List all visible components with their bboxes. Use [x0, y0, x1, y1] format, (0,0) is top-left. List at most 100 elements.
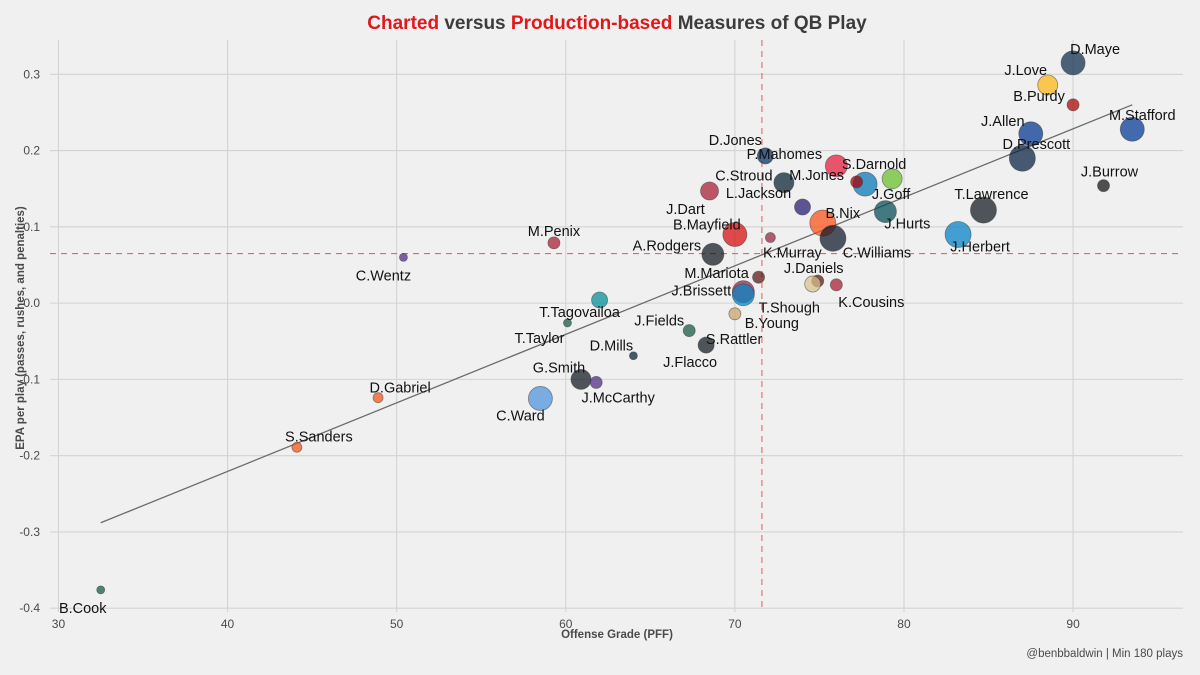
point-j-dart [700, 181, 719, 201]
label-b-purdy: B.Purdy [1013, 89, 1065, 105]
y-tick-label: 0.0 [23, 296, 40, 310]
data-points [96, 50, 1145, 595]
label-c-stroud: C.Stroud [715, 169, 772, 185]
x-tick-label: 90 [1066, 617, 1080, 631]
label-t-taylor: T.Taylor [514, 331, 564, 347]
trend-line [100, 104, 1133, 524]
label-t-shough: T.Shough [759, 301, 820, 317]
label-j-herbert: J.Herbert [950, 239, 1010, 255]
point-t-taylor [563, 318, 572, 328]
point-b-mayfield [722, 222, 748, 247]
point-d-prescott [1008, 144, 1036, 172]
x-tick-label: 30 [52, 617, 66, 631]
point-j-mccarthy [589, 376, 603, 389]
point-b-cook [96, 585, 106, 595]
point-c-ward [528, 386, 553, 411]
label-g-smith: G.Smith [533, 360, 585, 376]
label-s-sanders: S.Sanders [285, 429, 353, 445]
label-a-rodgers: A.Rodgers [633, 238, 702, 254]
point-d-maye [1060, 50, 1086, 76]
point-t-shough [731, 283, 755, 307]
y-tick-label: 0.3 [23, 67, 40, 81]
point-d-jones [756, 147, 774, 165]
chart-title: Charted versus Production-based Measures… [367, 13, 867, 34]
label-j-fields: J.Fields [634, 314, 684, 330]
y-tick-label: -0.3 [19, 525, 40, 539]
gridlines [50, 40, 1183, 612]
y-tick-label: 0.1 [23, 220, 40, 234]
title-part-measures: Measures of QB Play [672, 13, 867, 34]
trend-line-group [100, 104, 1133, 524]
title-part-versus: versus [439, 13, 511, 34]
point-j-burrow [1097, 179, 1110, 193]
label-b-nix: B.Nix [825, 206, 860, 222]
x-tick-label: 70 [728, 617, 742, 631]
label-d-gabriel: D.Gabriel [369, 381, 430, 397]
title-part-charted: Charted [367, 13, 439, 34]
y-tick-label: -0.2 [19, 449, 40, 463]
point-j-herbert [944, 221, 972, 248]
x-tick-label: 60 [559, 617, 573, 631]
label-t-lawrence: T.Lawrence [954, 187, 1028, 203]
label-j-flacco: J.Flacco [663, 355, 717, 371]
point-s-rattler [697, 336, 715, 354]
point-k-murray [764, 232, 776, 243]
label-k-murray: K.Murray [763, 246, 823, 262]
point-c-williams [819, 224, 847, 252]
y-tick-label: -0.4 [19, 601, 40, 615]
x-axis-title: Offense Grade (PFF) [561, 629, 673, 641]
point-k-cousins [829, 278, 843, 292]
label-j-hurts: J.Hurts [884, 217, 930, 233]
point-j-fields [682, 324, 696, 337]
point-s-sanders [291, 441, 303, 453]
label-b-mayfield: B.Mayfield [673, 217, 741, 233]
y-tick-label: -0.1 [19, 372, 40, 386]
point-t-lawrence [970, 196, 997, 224]
point-a-rodgers [701, 242, 725, 266]
point-p-mahomes [824, 154, 848, 178]
label-t-tagovailoa: T.Tagovailoa [539, 305, 621, 321]
x-tick-label: 50 [390, 617, 404, 631]
label-c-williams: C.Williams [843, 245, 911, 261]
label-d-mills: D.Mills [590, 339, 634, 355]
label-j-mccarthy: J.McCarthy [582, 390, 656, 406]
label-m-mariota: M.Mariota [684, 266, 749, 282]
point-j-allen [1018, 121, 1044, 147]
point-m-stafford [1119, 116, 1145, 142]
x-tick-label: 40 [221, 617, 235, 631]
label-c-wentz: C.Wentz [356, 268, 411, 284]
point-m-penix [547, 236, 561, 250]
y-axis-title: EPA per play (passes, rushes, and penalt… [15, 206, 27, 450]
point-l-jackson [794, 198, 811, 216]
label-d-jones: D.Jones [709, 133, 762, 149]
label-d-maye: D.Maye [1070, 42, 1120, 58]
label-m-jones: M.Jones [789, 168, 844, 184]
y-tick-label: 0.2 [23, 144, 40, 158]
label-c-ward: C.Ward [496, 408, 545, 424]
label-b-cook: B.Cook [59, 601, 107, 617]
point-m-mariota [752, 270, 765, 284]
label-p-mahomes: P.Mahomes [747, 147, 823, 163]
label-j-love: J.Love [1004, 63, 1047, 79]
label-m-penix: M.Penix [528, 224, 581, 240]
point-d-mills [629, 351, 638, 361]
x-tick-label: 80 [897, 617, 911, 631]
reference-lines [50, 40, 1183, 612]
caption: @benbbaldwin | Min 180 plays [1026, 648, 1183, 660]
label-j-burrow: J.Burrow [1081, 165, 1139, 181]
point-b-purdy [1066, 98, 1080, 112]
label-s-rattler: S.Rattler [706, 332, 763, 348]
label-j-dart: J.Dart [666, 202, 705, 218]
point-labels: D.Maye J.Love B.Purdy M.Stafford J.Allen D.Pr… [59, 42, 1176, 617]
label-b-young: B.Young [745, 316, 799, 332]
label-m-stafford: M.Stafford [1109, 108, 1176, 124]
label-l-jackson: L.Jackson [726, 186, 791, 202]
axis-ticks: 30 40 50 60 70 80 90 -0.4 -0.3 -0.2 -0.1 0.0 0.1 0.2 0… [19, 67, 1080, 631]
label-d-prescott: D.Prescott [1003, 137, 1071, 153]
title-part-production-based: Production-based [511, 13, 673, 34]
label-j-goff: J.Goff [872, 187, 911, 203]
label-j-daniels: J.Daniels [784, 261, 844, 277]
point-j-daniels2 [804, 275, 822, 293]
